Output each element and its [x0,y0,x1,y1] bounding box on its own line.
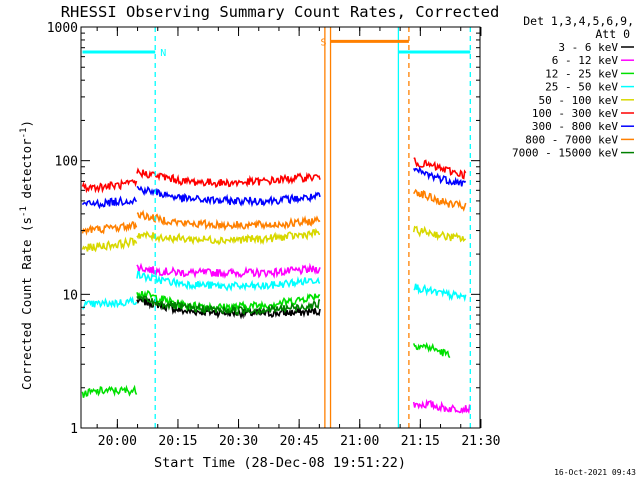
series-6-segment-0 [81,195,138,210]
series-1-segment-1 [412,398,471,415]
y-tick-label-3: 1000 [47,21,78,36]
series-4-segment-0 [81,236,138,253]
legend-label-6: 300 - 800 keV [532,120,618,133]
series-1-segment-0 [136,262,321,279]
timestamp: 16-Oct-2021 09:43 [554,468,636,477]
flag-label-0: N [160,48,166,59]
y-tick-label-2: 100 [55,155,78,170]
legend-label-3: 25 - 50 keV [545,81,618,94]
series-3-segment-0 [82,295,138,310]
series-8-segment-0 [136,295,321,317]
series-5-segment-2 [413,157,467,180]
x-tick-label-6: 21:30 [461,434,500,449]
series-6-segment-1 [136,185,321,208]
legend-label-2: 12 - 25 keV [545,67,618,80]
y-axis-label-mid: detector [19,138,34,206]
series-3-segment-1 [136,270,321,292]
y-axis-label-exp1: -1 [19,206,29,217]
x-tick-label-2: 20:30 [219,434,258,449]
plot-overlay: NS [82,27,471,428]
flag-label-1: S [321,37,327,48]
series-5-segment-0 [81,178,138,194]
plot-frame [80,26,481,429]
chart-title: RHESSI Observing Summary Count Rates, Co… [61,3,500,21]
y-tick-label-1: 10 [62,288,78,303]
series-3-segment-2 [413,283,467,303]
legend-label-5: 100 - 300 keV [532,107,618,120]
series-4-segment-2 [412,225,467,243]
series-4-segment-1 [136,227,321,246]
series-2-segment-0 [81,384,138,398]
y-tick-label-0: 1 [70,422,78,437]
series-2-segment-1 [136,289,321,314]
legend-label-7: 800 - 7000 keV [525,133,618,146]
legend-label-4: 50 - 100 keV [539,94,619,107]
plot-data [81,157,471,415]
x-tick-label-5: 21:15 [401,434,440,449]
legend-header-detectors: Det 1,3,4,5,6,9, [523,14,634,28]
x-axis-label: Start Time (28-Dec-08 19:51:22) [154,455,406,471]
y-axis-label: Corrected Count Rate (s-1 detector-1) [19,120,34,390]
series-5-segment-1 [136,167,321,189]
legend-header-attenuator: Att 0 [595,27,630,41]
x-tick-label-4: 21:00 [340,434,379,449]
series-6-segment-2 [412,166,467,187]
y-axis-label-main: Corrected Count Rate (s [19,217,34,390]
series-2-segment-2 [412,341,451,359]
legend-label-0: 3 - 6 keV [558,41,618,54]
series-7-segment-2 [413,188,467,212]
y-axis-label-exp2: -1 [19,128,29,139]
y-axis-label-end: ) [19,120,34,128]
axes: 1 10 100 1000 20:00 20:15 20:30 20:45 21:00 21:15… [47,21,501,449]
x-tick-label-1: 20:15 [158,434,197,449]
x-tick-label-0: 20:00 [98,434,137,449]
series-7-segment-1 [136,209,321,232]
x-tick-label-3: 20:45 [280,434,319,449]
legend-label-8: 7000 - 15000 keV [512,147,618,160]
legend-label-1: 6 - 12 keV [552,54,619,67]
series-7-segment-0 [81,221,138,236]
